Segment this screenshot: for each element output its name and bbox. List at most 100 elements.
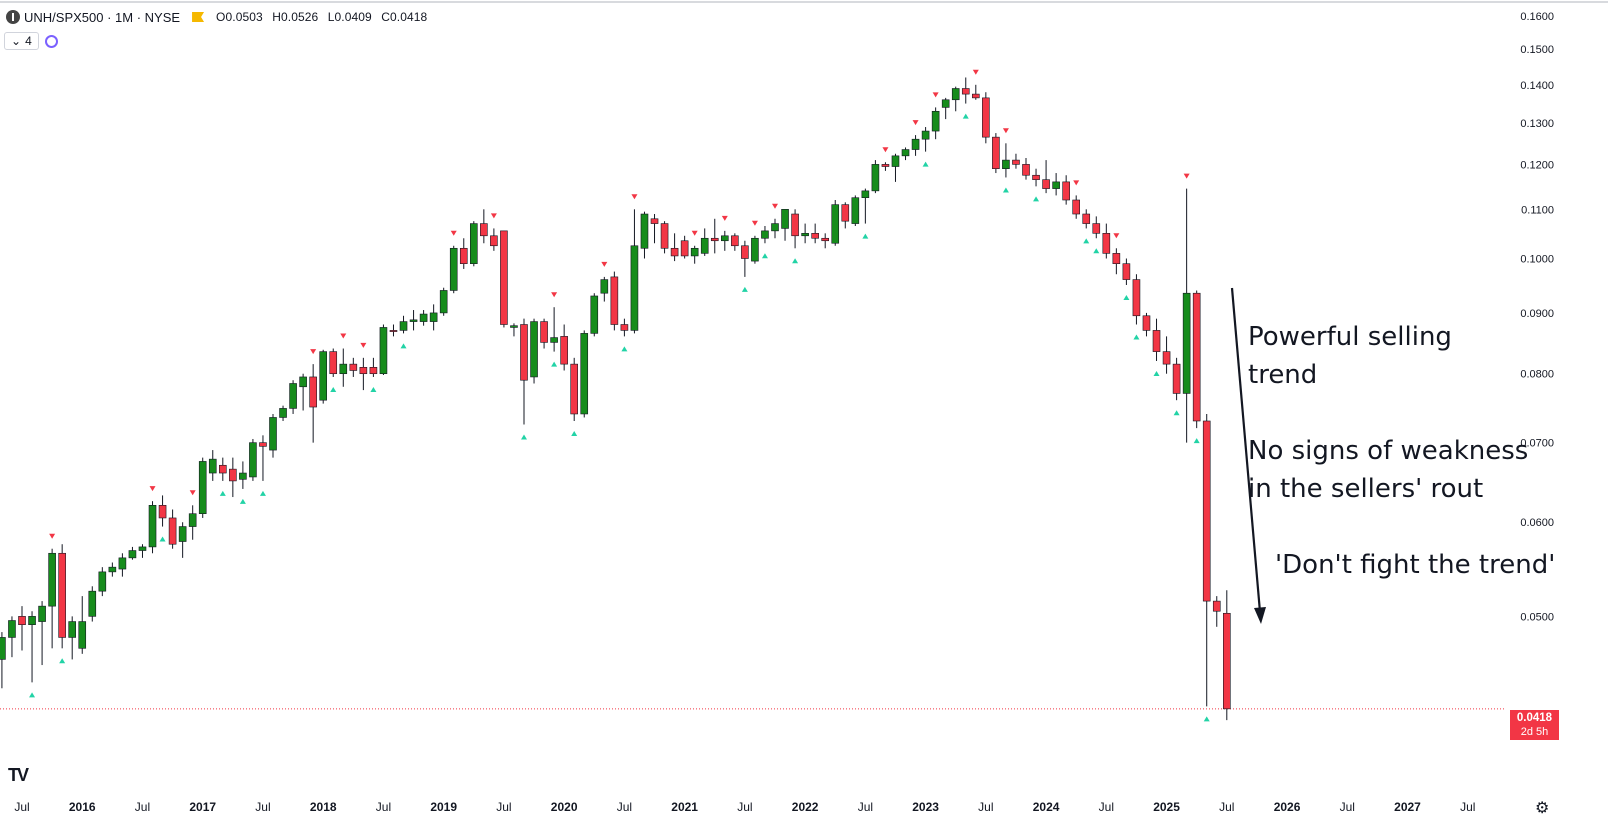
candle[interactable] bbox=[469, 221, 478, 267]
candle[interactable] bbox=[911, 135, 920, 156]
candle[interactable] bbox=[1132, 274, 1141, 325]
candle[interactable] bbox=[309, 364, 317, 443]
candle[interactable] bbox=[490, 228, 498, 251]
candle[interactable] bbox=[319, 349, 328, 404]
candle[interactable] bbox=[229, 457, 237, 498]
candle[interactable] bbox=[931, 107, 940, 140]
candle[interactable] bbox=[670, 233, 679, 262]
candle[interactable] bbox=[1122, 258, 1131, 285]
candle[interactable] bbox=[1012, 153, 1020, 169]
candle[interactable] bbox=[138, 544, 147, 558]
candle[interactable] bbox=[1152, 318, 1161, 361]
candle[interactable] bbox=[1042, 160, 1050, 194]
candle[interactable] bbox=[1202, 413, 1211, 707]
candle[interactable] bbox=[68, 616, 76, 660]
candle[interactable] bbox=[791, 209, 799, 249]
candle[interactable] bbox=[359, 357, 368, 391]
candle[interactable] bbox=[78, 596, 87, 654]
candle[interactable] bbox=[289, 380, 297, 414]
candle[interactable] bbox=[921, 127, 930, 152]
candle[interactable] bbox=[409, 310, 418, 331]
candle[interactable] bbox=[259, 435, 267, 481]
candle[interactable] bbox=[1162, 336, 1171, 374]
candle[interactable] bbox=[741, 240, 749, 277]
candle[interactable] bbox=[781, 209, 789, 241]
sync-icon[interactable] bbox=[44, 34, 58, 48]
candle[interactable] bbox=[731, 233, 739, 251]
candle[interactable] bbox=[660, 221, 669, 254]
candle[interactable] bbox=[429, 304, 438, 331]
candle[interactable] bbox=[891, 153, 900, 182]
candle[interactable] bbox=[1212, 596, 1221, 627]
candle[interactable] bbox=[118, 553, 127, 577]
candle[interactable] bbox=[530, 318, 538, 384]
candle[interactable] bbox=[249, 438, 257, 481]
candle[interactable] bbox=[108, 562, 117, 577]
candle[interactable] bbox=[1072, 195, 1080, 219]
candle[interactable] bbox=[650, 214, 659, 244]
candle[interactable] bbox=[158, 495, 167, 527]
candle[interactable] bbox=[841, 202, 850, 229]
candle[interactable] bbox=[188, 505, 197, 540]
candle[interactable] bbox=[1052, 173, 1060, 196]
candle[interactable] bbox=[610, 271, 619, 331]
candle[interactable] bbox=[801, 223, 809, 244]
candle[interactable] bbox=[851, 195, 860, 226]
candle[interactable] bbox=[560, 324, 568, 371]
candle[interactable] bbox=[419, 310, 428, 326]
candle[interactable] bbox=[700, 228, 709, 256]
candle[interactable] bbox=[961, 77, 970, 104]
candle[interactable] bbox=[982, 92, 990, 144]
candle[interactable] bbox=[1032, 168, 1040, 187]
candle[interactable] bbox=[992, 133, 1000, 174]
candle[interactable] bbox=[349, 357, 358, 377]
candle[interactable] bbox=[480, 209, 488, 244]
candle[interactable] bbox=[640, 211, 649, 259]
candle[interactable] bbox=[971, 84, 980, 100]
candle[interactable] bbox=[369, 357, 378, 377]
candle[interactable] bbox=[399, 315, 408, 334]
symbol-title[interactable]: UNH/SPX500 · 1M · NYSE bbox=[24, 9, 181, 25]
candle[interactable] bbox=[881, 162, 890, 171]
candle[interactable] bbox=[1022, 157, 1030, 180]
gear-icon[interactable]: ⚙ bbox=[1535, 800, 1550, 817]
candle[interactable] bbox=[1182, 188, 1191, 443]
candle[interactable] bbox=[1192, 290, 1201, 429]
candle[interactable] bbox=[951, 86, 960, 112]
candle[interactable] bbox=[901, 147, 910, 161]
candle[interactable] bbox=[148, 501, 157, 554]
candle[interactable] bbox=[219, 457, 227, 481]
candle[interactable] bbox=[239, 461, 247, 489]
candle[interactable] bbox=[8, 616, 16, 658]
candle[interactable] bbox=[861, 188, 870, 224]
candle[interactable] bbox=[449, 245, 458, 294]
candle[interactable] bbox=[1062, 175, 1070, 205]
candle[interactable] bbox=[550, 307, 558, 352]
candle[interactable] bbox=[178, 522, 187, 558]
candle[interactable] bbox=[620, 318, 629, 337]
candle[interactable] bbox=[1142, 312, 1151, 337]
candle[interactable] bbox=[520, 318, 528, 425]
candle[interactable] bbox=[580, 330, 589, 418]
candle[interactable] bbox=[18, 606, 26, 651]
candle[interactable] bbox=[710, 218, 719, 254]
candle[interactable] bbox=[198, 457, 207, 518]
candle[interactable] bbox=[831, 200, 840, 246]
candle[interactable] bbox=[1172, 357, 1181, 401]
candle[interactable] bbox=[98, 567, 107, 597]
candle[interactable] bbox=[339, 348, 348, 387]
flag-icon[interactable] bbox=[192, 12, 205, 22]
candle[interactable] bbox=[1092, 216, 1101, 239]
candle[interactable] bbox=[269, 413, 277, 458]
candle[interactable] bbox=[58, 544, 66, 649]
candle[interactable] bbox=[48, 548, 56, 649]
candle[interactable] bbox=[0, 632, 6, 689]
candle[interactable] bbox=[28, 611, 36, 683]
indicator-toggle-button[interactable]: ⌄ 4 bbox=[4, 32, 39, 50]
candle[interactable] bbox=[1223, 590, 1231, 721]
candle[interactable] bbox=[439, 287, 448, 316]
candle[interactable] bbox=[941, 97, 950, 120]
candle[interactable] bbox=[590, 293, 599, 337]
tradingview-logo-icon[interactable]: TV bbox=[8, 765, 29, 785]
candle[interactable] bbox=[379, 324, 388, 376]
